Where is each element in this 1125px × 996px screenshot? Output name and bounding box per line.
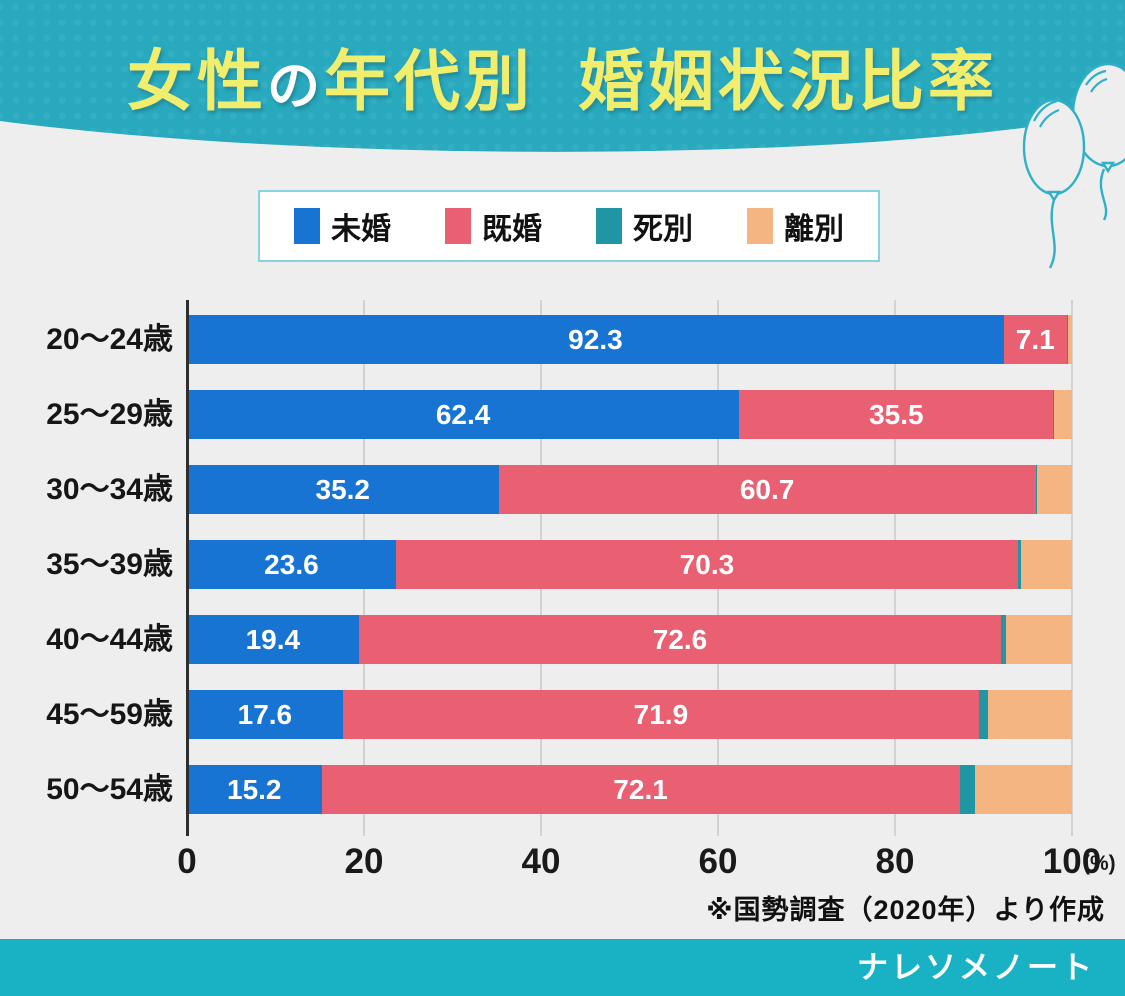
bar-segment-divorced xyxy=(1006,615,1072,664)
bar-value-label: 19.4 xyxy=(245,623,301,655)
category-label-0: 20〜24歳 xyxy=(46,323,173,356)
bar-segment-unmarried: 17.6 xyxy=(187,690,343,739)
bar-segment-divorced xyxy=(1037,465,1072,514)
legend-label-married: 既婚 xyxy=(482,213,542,246)
title-part-no: の xyxy=(267,57,324,116)
legend-item-widowed: 死別 xyxy=(596,204,693,248)
bar-segment-married: 35.5 xyxy=(739,390,1054,439)
title-part-marital: 婚姻状況比率 xyxy=(578,44,998,118)
category-label-4: 40〜44歳 xyxy=(46,623,173,656)
bar-segment-unmarried: 23.6 xyxy=(187,540,396,589)
bar-row-1: 62.4 35.5 xyxy=(187,390,1072,439)
x-axis-unit: (%) xyxy=(1083,852,1116,875)
bar-segment-widowed xyxy=(1053,390,1055,439)
bar-segment-married: 71.9 xyxy=(342,690,980,739)
bar-value-label: 17.6 xyxy=(237,698,293,730)
page-title: 女性の年代別 婚姻状況比率 xyxy=(0,28,1125,124)
bar-row-3: 23.6 70.3 xyxy=(187,540,1072,589)
x-tick-60: 60 xyxy=(698,842,738,881)
header-band xyxy=(0,0,1125,152)
bar-segment-divorced xyxy=(1020,540,1072,589)
bar-segment-unmarried: 15.2 xyxy=(187,765,322,814)
bar-value-label: 23.6 xyxy=(264,548,319,580)
y-axis-line xyxy=(186,300,189,836)
bar-segment-unmarried: 92.3 xyxy=(187,315,1004,364)
bar-value-label: 62.4 xyxy=(435,398,491,430)
category-label-2: 30〜34歳 xyxy=(46,473,173,506)
legend-item-married: 既婚 xyxy=(445,204,542,248)
legend-label-divorced: 離別 xyxy=(784,213,844,246)
bar-value-label: 92.3 xyxy=(568,323,623,355)
legend-item-unmarried: 未婚 xyxy=(294,204,391,248)
bar-value-label: 70.3 xyxy=(679,548,735,580)
category-label-1: 25〜29歳 xyxy=(46,398,173,431)
bar-segment-unmarried: 35.2 xyxy=(187,465,499,514)
chart-legend: 未婚 既婚 死別 離別 xyxy=(258,190,880,262)
balloons-decoration xyxy=(1022,62,1125,269)
x-tick-40: 40 xyxy=(521,842,561,881)
footer-brand-bar: ナレソメノート xyxy=(0,939,1125,996)
bar-value-label: 7.1 xyxy=(1015,323,1055,355)
legend-swatch-unmarried xyxy=(294,208,320,244)
bar-segment-married: 72.6 xyxy=(358,615,1002,664)
title-part-women: 女性 xyxy=(127,44,267,118)
brand-name: ナレソメノート xyxy=(857,950,1095,985)
bar-segment-divorced xyxy=(1067,315,1072,364)
bar-segment-divorced xyxy=(987,690,1072,739)
bar-value-label: 15.2 xyxy=(227,773,282,805)
legend-label-unmarried: 未婚 xyxy=(331,213,391,246)
bar-row-5: 17.6 71.9 xyxy=(187,690,1072,739)
bar-value-label: 71.9 xyxy=(633,698,689,730)
balloon-icon xyxy=(1022,98,1086,196)
bar-value-label: 72.1 xyxy=(613,773,668,805)
category-label-5: 45〜59歳 xyxy=(46,698,173,731)
bar-segment-married: 7.1 xyxy=(1003,315,1067,364)
x-tick-80: 80 xyxy=(875,842,915,881)
bar-value-label: 35.5 xyxy=(869,398,924,430)
bar-segment-divorced xyxy=(974,765,1072,814)
bar-value-label: 35.2 xyxy=(315,473,371,505)
legend-swatch-widowed xyxy=(596,208,622,244)
x-tick-100: 100 xyxy=(1042,842,1102,881)
bar-value-label: 72.6 xyxy=(652,623,708,655)
balloon-string-icon xyxy=(1048,199,1056,269)
source-footnote: ※国勢調査（2020年）より作成 xyxy=(706,895,1105,925)
bar-segment-unmarried: 62.4 xyxy=(187,390,740,439)
bar-row-4: 19.4 72.6 xyxy=(187,615,1072,664)
bar-row-6: 15.2 72.1 xyxy=(187,765,1072,814)
bar-segment-married: 70.3 xyxy=(395,540,1018,589)
gridline-100 xyxy=(1071,300,1073,836)
x-tick-0: 0 xyxy=(177,842,197,881)
bar-row-0: 92.3 7.1 xyxy=(187,315,1072,364)
bar-segment-divorced xyxy=(1054,390,1072,439)
stacked-bar-chart: (%) 0 20 40 60 80 100 20〜24歳 92.3 7.1 25〜29歳 62.4 3… xyxy=(46,300,1116,900)
category-label-6: 50〜54歳 xyxy=(46,773,173,806)
bar-segment-widowed xyxy=(1001,615,1007,664)
bar-segment-widowed xyxy=(1066,315,1068,364)
bar-segment-widowed xyxy=(1035,465,1038,514)
legend-label-widowed: 死別 xyxy=(633,213,693,246)
title-part-agegroup: 年代別 xyxy=(324,44,534,118)
legend-item-divorced: 離別 xyxy=(747,204,844,248)
legend-swatch-divorced xyxy=(747,208,773,244)
bar-segment-married: 72.1 xyxy=(321,765,960,814)
legend-swatch-married xyxy=(445,208,471,244)
bar-segment-widowed xyxy=(1018,540,1021,589)
category-label-3: 35〜39歳 xyxy=(46,548,173,581)
balloon-string-icon xyxy=(1099,168,1108,221)
bar-segment-widowed xyxy=(959,765,975,814)
bar-segment-widowed xyxy=(979,690,988,739)
bar-segment-unmarried: 19.4 xyxy=(187,615,359,664)
bar-row-2: 35.2 60.7 xyxy=(187,465,1072,514)
x-tick-20: 20 xyxy=(344,842,384,881)
bar-segment-married: 60.7 xyxy=(498,465,1036,514)
bar-value-label: 60.7 xyxy=(739,473,795,505)
